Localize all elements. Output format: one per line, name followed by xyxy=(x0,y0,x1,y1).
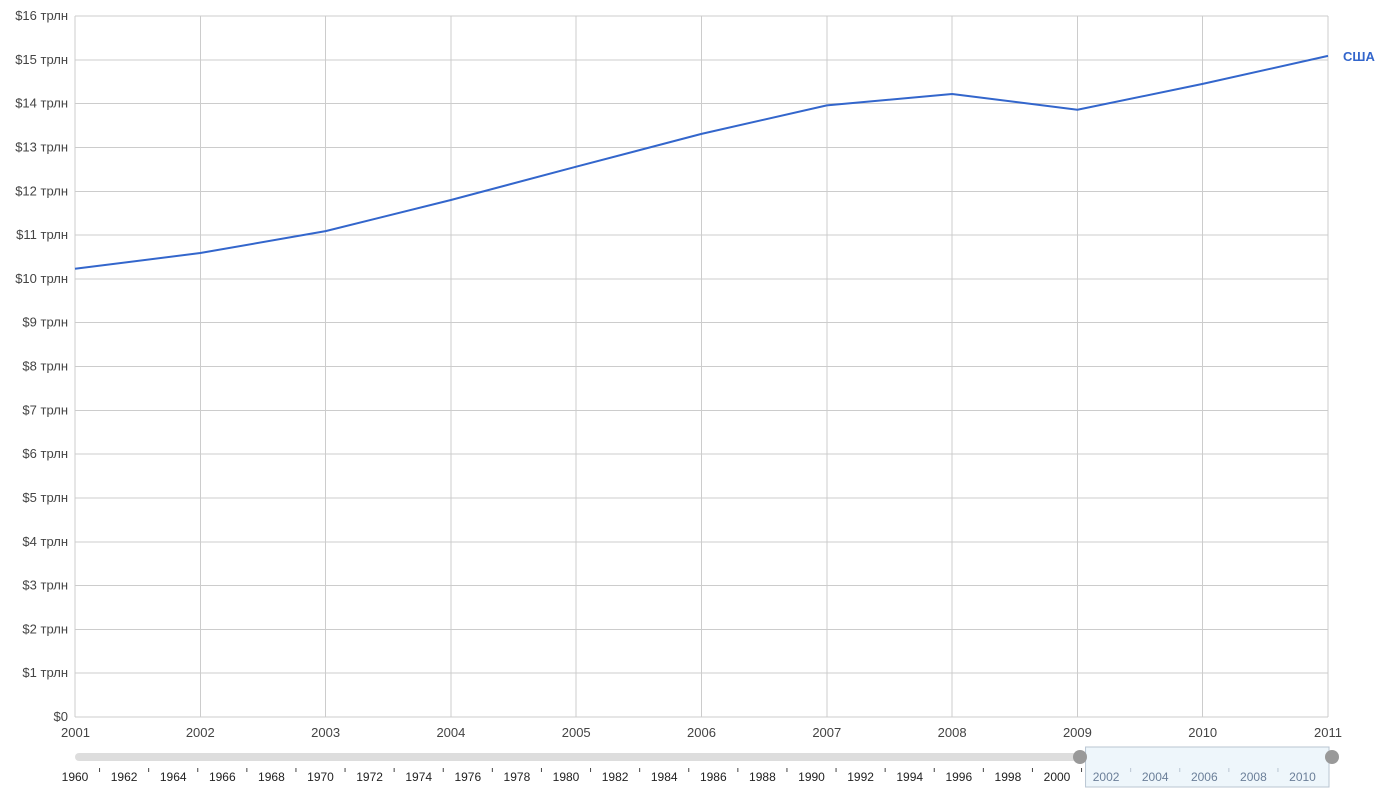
y-tick-label: $16 трлн xyxy=(15,8,68,23)
x-tick-label: 2001 xyxy=(61,725,90,740)
y-tick-label: $8 трлн xyxy=(22,359,68,374)
x-tick-label: 2006 xyxy=(687,725,716,740)
range-year-label: 2004 xyxy=(1142,770,1169,784)
range-year-label: 1966 xyxy=(209,770,236,784)
y-tick-label: $13 трлн xyxy=(15,139,68,154)
range-year-label: 1974 xyxy=(405,770,432,784)
range-year-label: 2000 xyxy=(1044,770,1071,784)
range-year-label: 1970 xyxy=(307,770,334,784)
range-year-label: 1972 xyxy=(356,770,383,784)
range-year-label: 1986 xyxy=(700,770,727,784)
series-group: США xyxy=(74,49,1375,270)
y-tick-label: $4 трлн xyxy=(22,534,68,549)
range-year-label: 2008 xyxy=(1240,770,1267,784)
range-year-label: 1992 xyxy=(847,770,874,784)
x-tick-label: 2011 xyxy=(1314,725,1342,740)
range-year-label: 1964 xyxy=(160,770,187,784)
range-year-label: 1982 xyxy=(602,770,629,784)
range-year-label: 1962 xyxy=(111,770,138,784)
x-tick-label: 2009 xyxy=(1063,725,1092,740)
y-tick-label: $1 трлн xyxy=(22,665,68,680)
y-tick-label: $12 трлн xyxy=(15,183,68,198)
range-track xyxy=(75,753,1332,761)
range-selector[interactable]: 1960 1962 1964 1966 1968 1970 1972 1974 1976 1978… xyxy=(62,746,1339,788)
range-year-label: 1978 xyxy=(504,770,531,784)
y-tick-label: $7 трлн xyxy=(22,402,68,417)
range-year-label: 1984 xyxy=(651,770,678,784)
series-line xyxy=(74,54,1329,270)
range-year-label: 2006 xyxy=(1191,770,1218,784)
x-tick-label: 2010 xyxy=(1188,725,1217,740)
x-tick-label: 2004 xyxy=(436,725,465,740)
x-tick-label: 2005 xyxy=(562,725,591,740)
x-tick-label: 2008 xyxy=(938,725,967,740)
y-tick-label: $9 трлн xyxy=(22,315,68,330)
y-tick-label: $3 трлн xyxy=(22,578,68,593)
x-tick-label: 2002 xyxy=(186,725,215,740)
range-year-label: 1988 xyxy=(749,770,776,784)
x-tick-label: 2003 xyxy=(311,725,340,740)
range-handle-right[interactable] xyxy=(1325,750,1339,764)
range-year-label: 1990 xyxy=(798,770,825,784)
x-tick-label: 2007 xyxy=(812,725,841,740)
range-handle-left[interactable] xyxy=(1073,750,1087,764)
y-tick-label: $5 трлн xyxy=(22,490,68,505)
y-tick-label: $10 трлн xyxy=(15,271,68,286)
range-year-label: 1980 xyxy=(553,770,580,784)
range-year-label: 1968 xyxy=(258,770,285,784)
x-axis: 2001 2002 2003 2004 2005 2006 2007 2008 2009 2010… xyxy=(61,725,1342,740)
y-tick-label: $14 трлн xyxy=(15,96,68,111)
range-selection[interactable] xyxy=(1085,746,1330,788)
y-axis: $0 $1 трлн $2 трлн $3 трлн $4 трлн $5 трлн $6 … xyxy=(15,8,68,724)
chart-grid xyxy=(74,15,1329,718)
series-label: США xyxy=(1343,49,1375,64)
y-tick-label: $6 трлн xyxy=(22,446,68,461)
y-tick-label: $15 трлн xyxy=(15,52,68,67)
y-tick-label: $11 трлн xyxy=(16,227,68,242)
y-tick-label: $2 трлн xyxy=(22,621,68,636)
range-year-label: 2010 xyxy=(1289,770,1316,784)
range-year-label: 2002 xyxy=(1093,770,1120,784)
range-year-label: 1998 xyxy=(995,770,1022,784)
range-year-label: 1996 xyxy=(945,770,972,784)
range-year-label: 1994 xyxy=(896,770,923,784)
y-tick-label: $0 xyxy=(54,709,68,724)
range-year-label: 1960 xyxy=(62,770,89,784)
range-year-label: 1976 xyxy=(454,770,481,784)
